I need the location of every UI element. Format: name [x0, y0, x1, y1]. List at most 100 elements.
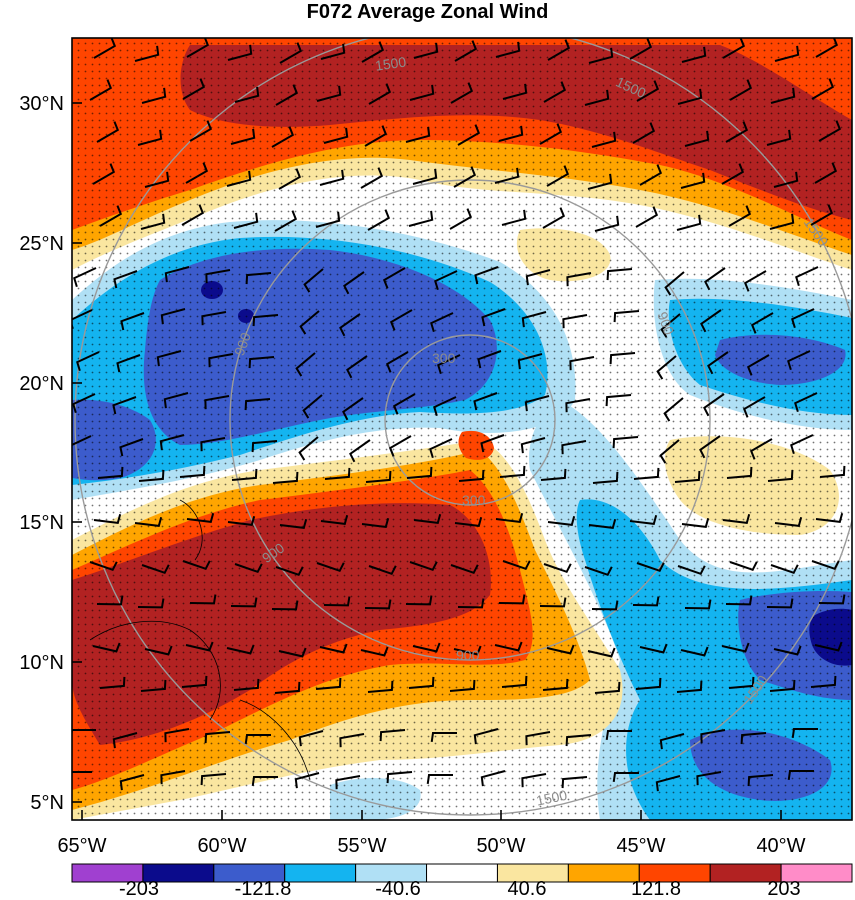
wind-barb	[612, 436, 639, 449]
wind-barb	[181, 675, 208, 688]
wind-barb	[89, 561, 118, 572]
wind-barb	[766, 129, 792, 146]
wind-barb	[501, 209, 527, 226]
wind-barb	[76, 351, 100, 372]
wind-barb	[629, 514, 658, 526]
wind-barb	[810, 204, 834, 226]
ring-label: 300	[462, 492, 486, 508]
wind-barb	[244, 398, 271, 411]
wind-barb	[639, 643, 668, 654]
wind-barb	[385, 351, 409, 373]
wind-barb	[294, 772, 320, 789]
wind-barb	[543, 81, 567, 103]
colorbar-tick-label: 40.6	[508, 878, 547, 900]
wind-barb	[408, 676, 435, 689]
wind-barb	[457, 598, 485, 609]
wind-barb	[742, 396, 766, 418]
wind-barb	[99, 205, 123, 227]
wind-barb	[454, 516, 483, 528]
wind-barb	[632, 122, 656, 144]
wind-barb	[814, 641, 843, 652]
wind-barb	[449, 679, 476, 692]
ring-label: 300	[432, 350, 456, 366]
wind-barb	[636, 562, 665, 573]
wind-barb	[160, 308, 186, 325]
wind-barb	[681, 517, 710, 529]
wind-barb	[660, 313, 681, 338]
wind-barb	[233, 678, 260, 691]
wind-barb	[613, 310, 640, 323]
wind-barb	[409, 561, 438, 572]
wind-barb	[320, 514, 349, 526]
wind-barb	[408, 210, 434, 227]
wind-barb	[323, 596, 351, 607]
wind-barb	[676, 214, 702, 231]
wind-barb	[342, 397, 364, 421]
wind-barb	[226, 644, 255, 655]
wind-barb	[458, 469, 485, 482]
wind-barb	[413, 42, 439, 59]
wind-barb	[368, 565, 397, 576]
wind-barb	[587, 647, 616, 658]
wind-barb	[721, 163, 745, 185]
wind-barb	[814, 162, 838, 184]
wind-barb	[659, 439, 680, 464]
wind-barb	[663, 397, 684, 422]
wind-barb	[274, 681, 301, 694]
wind-barb	[120, 312, 145, 331]
wind-barb	[186, 512, 215, 524]
wind-barb	[319, 169, 345, 186]
wind-barb	[315, 677, 342, 690]
wind-barb	[725, 595, 753, 606]
wind-barb	[770, 564, 799, 575]
wind-barb	[704, 267, 726, 291]
wind-barb	[163, 392, 189, 409]
ring-label: 1500	[535, 787, 569, 809]
colorbar-swatch	[426, 863, 498, 883]
wind-barb	[674, 470, 701, 483]
wind-barb	[434, 270, 458, 291]
wind-barb	[815, 512, 844, 524]
ring-labels: 300 300 900 900 900 900 1500 1500 1500 1…	[231, 53, 832, 808]
range-ring-900	[229, 179, 711, 661]
wind-barb	[278, 168, 302, 190]
wind-barb	[680, 172, 706, 189]
wind-barb	[629, 38, 653, 60]
wind-barb	[477, 350, 502, 369]
wind-barb	[700, 729, 726, 744]
wind-barb	[189, 594, 217, 605]
wind-barb	[112, 396, 137, 415]
wind-barb	[773, 171, 799, 188]
wind-barb	[201, 311, 227, 326]
wind-barb	[502, 83, 528, 100]
wind-barb	[495, 512, 524, 524]
wind-barb	[244, 734, 271, 745]
wind-barb	[134, 45, 160, 62]
wind-barb	[546, 644, 575, 655]
wind-barb	[684, 130, 710, 147]
wind-barb	[92, 642, 121, 653]
wind-barb	[450, 564, 479, 575]
wind-barb	[93, 38, 117, 59]
wind-barb	[474, 266, 499, 285]
significance-stipple	[72, 38, 852, 820]
wind-barb	[93, 513, 122, 525]
lon-label: 65°W	[57, 835, 106, 857]
colorbar-tick-label: 203	[767, 878, 800, 900]
wind-barb	[303, 268, 324, 293]
ring-label: 1500	[374, 53, 407, 73]
wind-barb	[725, 121, 749, 143]
wind-barb	[543, 563, 572, 574]
wind-barb	[501, 675, 528, 688]
wind-barb	[655, 775, 681, 792]
latitude-labels: 30°N 25°N 20°N 15°N 10°N 5°N	[19, 93, 64, 814]
wind-barb	[769, 213, 795, 230]
wind-barb	[676, 680, 703, 693]
wind-barb	[230, 128, 256, 145]
wind-barb	[144, 171, 170, 188]
wind-barb	[521, 773, 547, 788]
wind-barbs	[72, 38, 846, 792]
wind-barb	[99, 676, 126, 689]
wind-barb	[480, 434, 505, 453]
